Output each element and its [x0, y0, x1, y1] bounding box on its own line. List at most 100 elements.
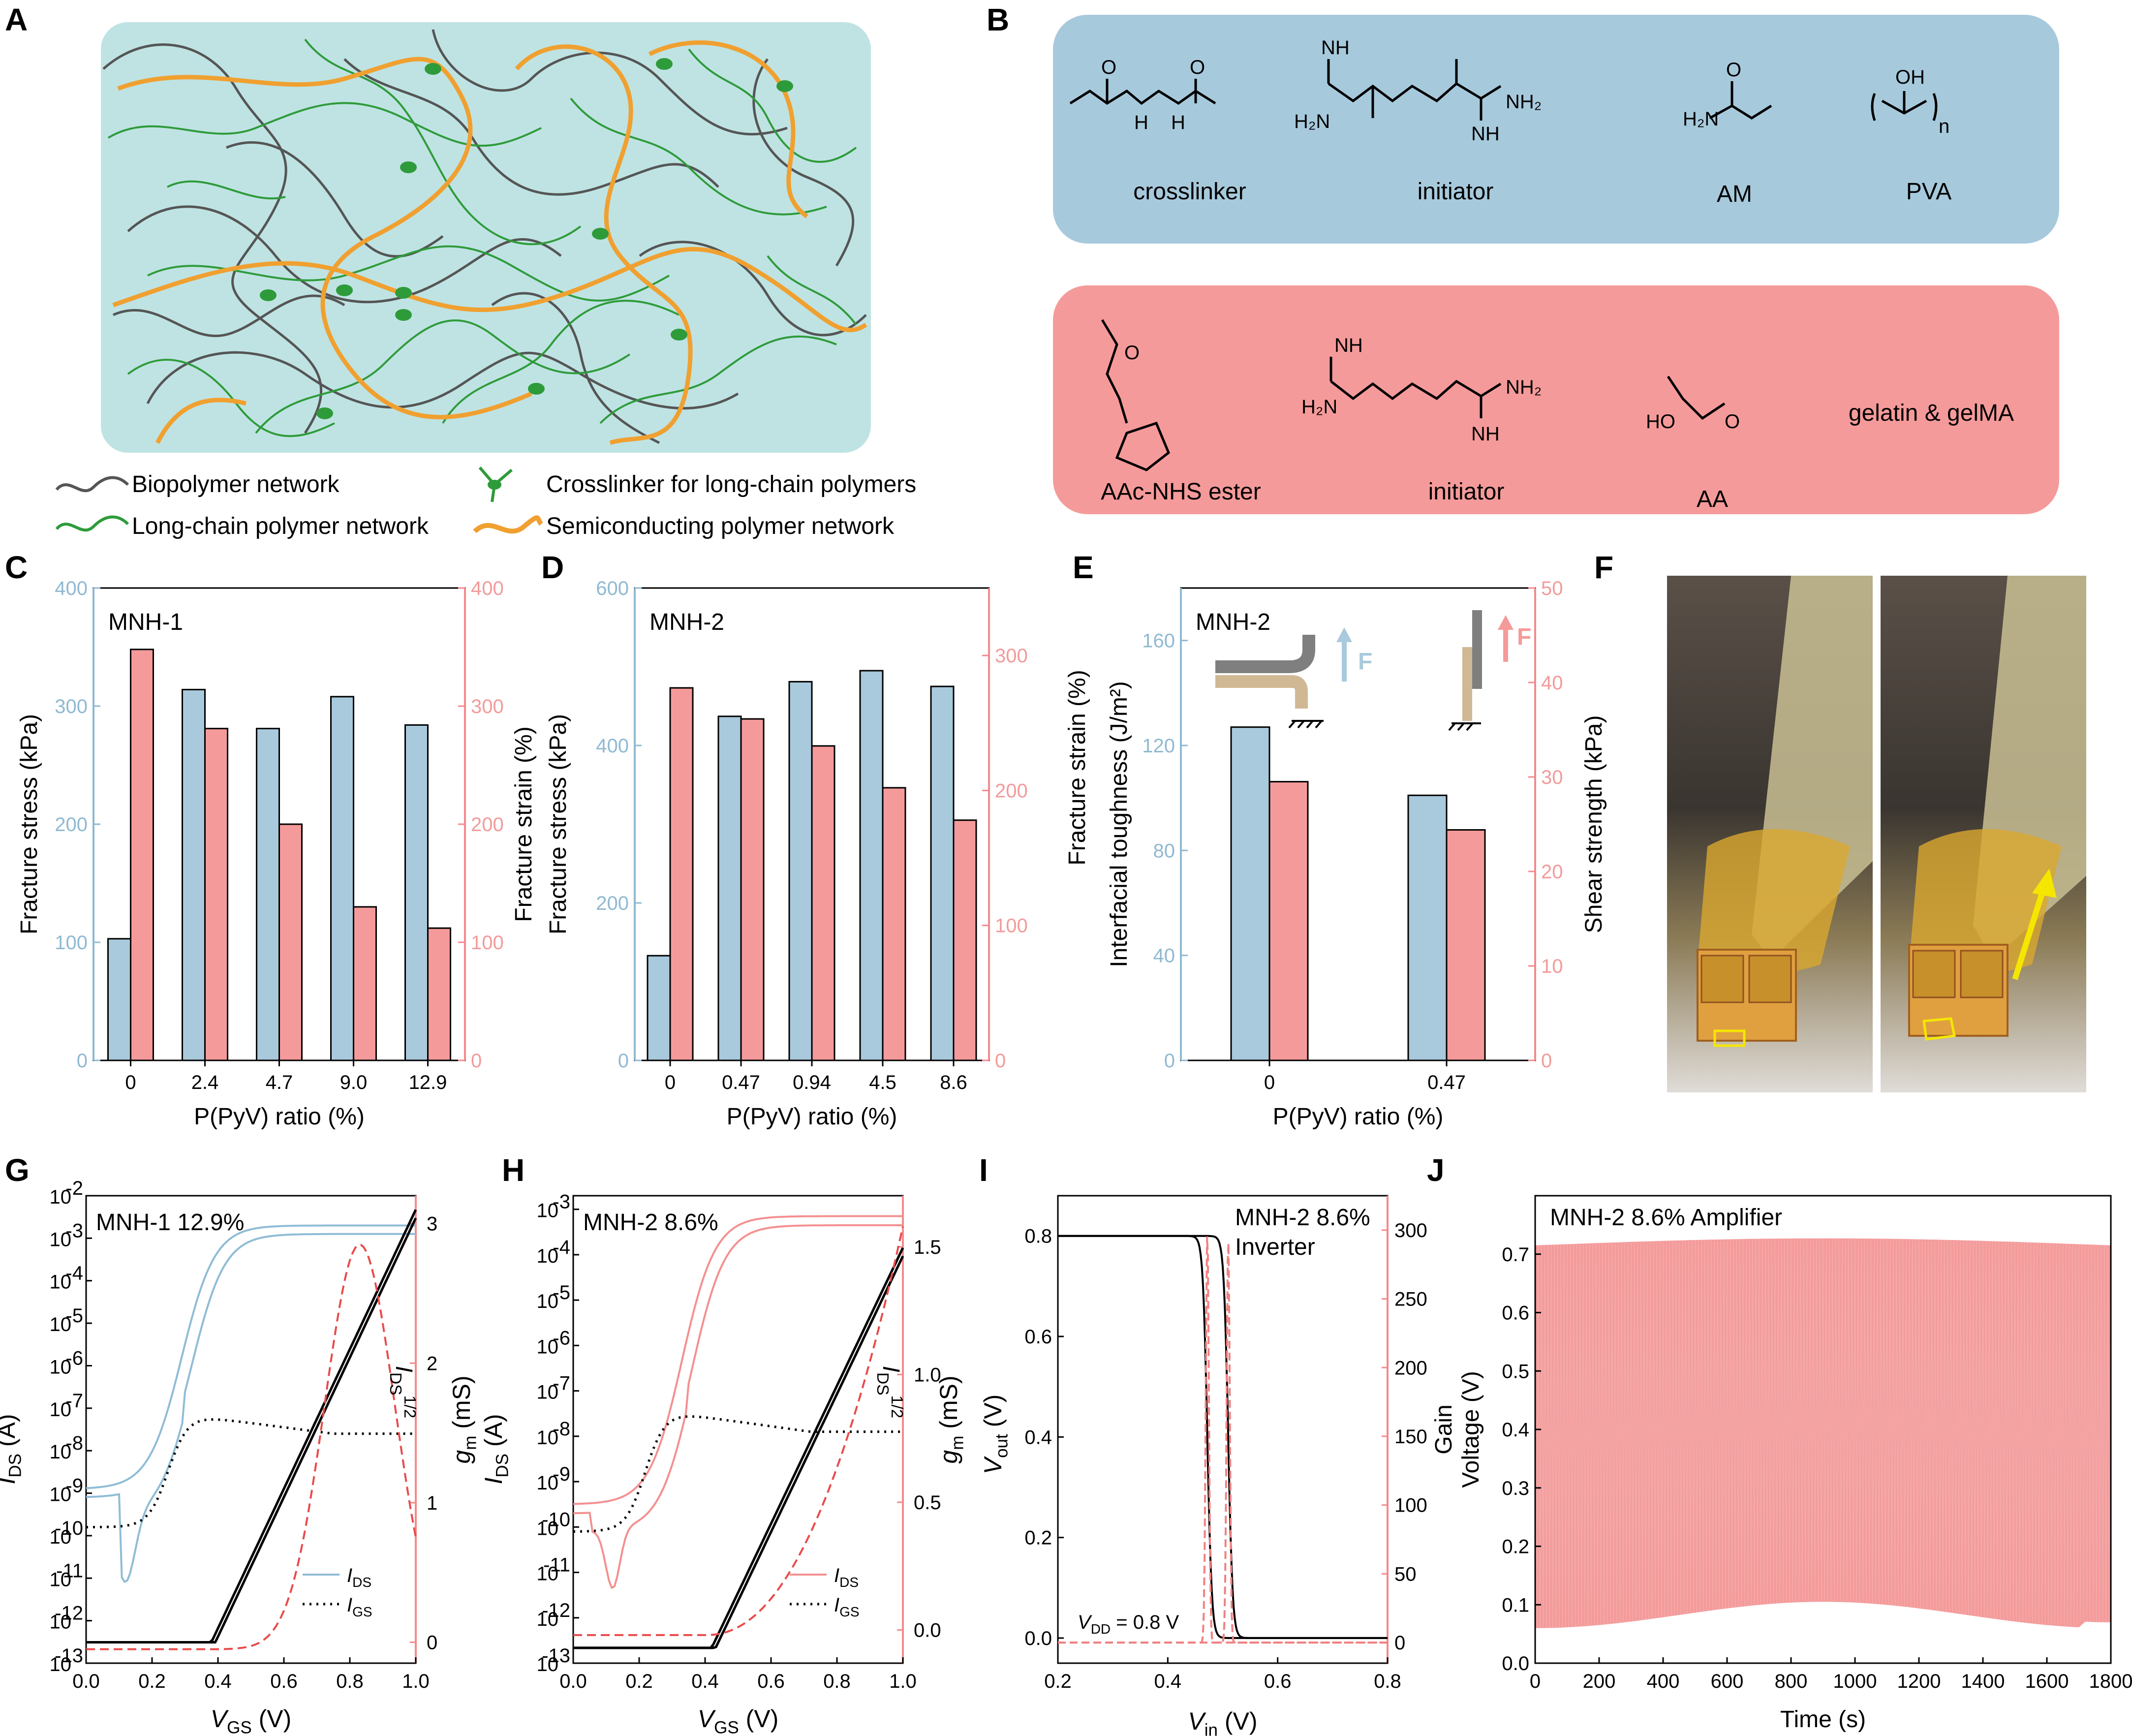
chart-d: 0 200 400 600 0 100 200 300 0 0.47 0.94 4.5 8.6 MNH-2…: [545, 578, 1028, 1130]
xtick-label-9: 1800: [2089, 1671, 2132, 1692]
xtick-label-2: 0.4: [691, 1671, 719, 1692]
chart-name: MNH-2: [649, 609, 724, 635]
ytick-right-label-0: 0: [995, 1050, 1006, 1072]
label-aac-nhs: AAc-NHS ester: [1101, 479, 1261, 505]
ytick-right-label-4: 200: [1394, 1357, 1427, 1379]
x-axis-label: VGS (V): [698, 1705, 778, 1736]
bar-right-2: [278, 823, 303, 1061]
y-axis-label-right: gm (mS): [448, 1375, 480, 1463]
xtick-label-2: 0.94: [793, 1072, 831, 1093]
ytick-left-label-1: 200: [596, 893, 629, 914]
ytick-left-label-1: 0.2: [1024, 1527, 1052, 1549]
bar-left-2: [788, 681, 813, 1061]
ytick-left-exp-11: -2: [65, 1178, 83, 1199]
svg-text:NH: NH: [1321, 37, 1350, 59]
network-illustration: [102, 29, 867, 445]
svg-text:O: O: [1101, 57, 1116, 78]
bar-left-4: [404, 724, 429, 1061]
ytick-left-exp-2: -11: [543, 1554, 570, 1576]
ytick-right-label-1: 10: [1541, 956, 1563, 977]
ytick-right-label-1: 100: [471, 932, 504, 954]
ytick-right-label-2: 20: [1541, 861, 1563, 883]
ytick-left-label-8: 10: [537, 1291, 559, 1312]
bar-left-0: [647, 955, 671, 1061]
ytick-right-label-3: 1.5: [914, 1237, 941, 1258]
ytick-left-label-3: 300: [55, 696, 88, 717]
ytick-label-5: 0.5: [1502, 1361, 1529, 1382]
ytick-left-exp-5: -8: [65, 1432, 83, 1454]
y-axis-label-left: Fracture stress (kPa): [16, 714, 42, 934]
initiator-bottom-skeleton: [1330, 379, 1502, 401]
xtick-label-7: 1400: [1961, 1671, 2005, 1692]
ytick-right-label-1: 100: [995, 915, 1028, 937]
box-bottom-reagents: [1053, 285, 2059, 514]
ytick-left-exp-3: -10: [542, 1509, 570, 1530]
ytick-right-label-2: 200: [995, 780, 1028, 802]
initiator-top-skeleton: [1328, 82, 1502, 103]
force-label-blue: F: [1358, 649, 1372, 675]
am-skeleton: [1709, 104, 1772, 120]
xtick-label-5: 1000: [1833, 1671, 1877, 1692]
svg-text:NH: NH: [1471, 123, 1500, 145]
ytick-left-label-2: 10: [537, 1563, 559, 1585]
ytick-label-7: 0.7: [1502, 1244, 1529, 1266]
crosslink-node-4: [592, 228, 609, 240]
atom-labels: O O H H NH H₂N NH₂ NH H₂N O OH n O NH H₂…: [1101, 37, 1949, 445]
ytick-left-exp-8: -5: [553, 1282, 570, 1303]
ytick-left-exp-7: -6: [65, 1347, 83, 1369]
panel-label-i: I: [979, 1152, 988, 1188]
ytick-left-label-10: 10: [537, 1200, 559, 1222]
ytick-left-label-2: 80: [1153, 840, 1175, 862]
xtick-label-1: 200: [1583, 1671, 1616, 1692]
ids-forward-curve: [86, 1233, 416, 1583]
crosslink-node-7: [395, 287, 412, 299]
xtick-label-0: 0.0: [72, 1671, 100, 1692]
ytick-left-label-3: 0.6: [1024, 1326, 1052, 1348]
ytick-left-label-4: 0.8: [1024, 1226, 1052, 1247]
ytick-right-label-3: 300: [471, 696, 504, 717]
xtick-label-0: 0: [125, 1072, 136, 1093]
vdd-label: VDD = 0.8 V: [1078, 1612, 1179, 1637]
ytick-left-exp-10: -3: [553, 1191, 570, 1213]
ytick-left-exp-9: -4: [65, 1263, 83, 1284]
ytick-left-label-10: 10: [50, 1229, 72, 1250]
ytick-left-label-8: 10: [50, 1314, 72, 1335]
y-axis-label-left: Interfacial toughness (J/m²): [1106, 681, 1132, 967]
vout-reverse: [1058, 1235, 1388, 1639]
ytick-left-label-5: 10: [537, 1427, 559, 1449]
legend-orange-line: [473, 515, 543, 534]
legend-green-line: [55, 515, 129, 532]
ids-reverse-curve: [573, 1215, 903, 1505]
long-chain-strand-7: [599, 335, 837, 424]
svg-text:H₂N: H₂N: [1683, 108, 1719, 130]
svg-text:O: O: [1726, 59, 1741, 81]
ytick-left-label-6: 10: [537, 1382, 559, 1403]
x-axis-label: P(PyV) ratio (%): [1273, 1104, 1444, 1130]
ytick-left-label-7: 10: [50, 1356, 72, 1378]
peel-film: [1215, 635, 1315, 673]
y-axis-label-left: IDS (A): [480, 1414, 512, 1484]
svg-text:O: O: [1124, 342, 1140, 364]
xtick-label-8: 1600: [2025, 1671, 2069, 1692]
xtick-label-1: 2.4: [191, 1072, 219, 1093]
peel-substrate: [1215, 675, 1308, 709]
xtick-label-1: 0.47: [722, 1072, 760, 1093]
svg-text:O: O: [1725, 411, 1740, 433]
svg-text:H₂N: H₂N: [1294, 111, 1330, 132]
igs-curve: [573, 1415, 903, 1533]
ytick-right-label-6: 300: [1394, 1220, 1427, 1241]
svg-text:n: n: [1939, 116, 1949, 137]
crosslink-node-10: [528, 383, 545, 395]
ytick-left-label-2: 10: [50, 1569, 72, 1590]
panel-d: D 0 200 400 600 0 100 200 300 0 0.47 0.94 4.5 8.6 MNH…: [541, 550, 1028, 1130]
ytick-label-0: 0.0: [1502, 1653, 1529, 1674]
chart-name: MNH-1: [108, 609, 183, 635]
ytick-left-label-4: 160: [1142, 630, 1175, 652]
biopolymer-strand-0: [102, 43, 323, 434]
shear-film: [1472, 610, 1482, 689]
crosslink-node-11: [316, 407, 333, 419]
bar-right-0: [130, 649, 154, 1061]
chart-name: MNH-2 8.6%: [583, 1209, 718, 1236]
